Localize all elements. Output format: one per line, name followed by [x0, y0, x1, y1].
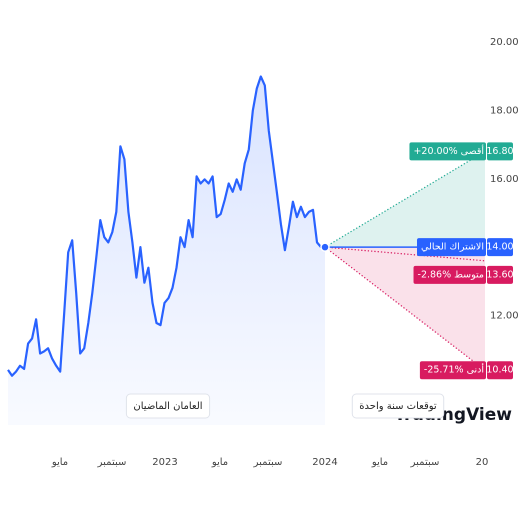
forecast-line	[324, 150, 486, 248]
forecast-badge	[409, 142, 486, 161]
value-badge	[487, 142, 513, 161]
value-label: 16.80	[486, 146, 513, 157]
section-label: العامان الماضيان	[133, 401, 202, 412]
forecast-label: -2.86% متوسط	[418, 269, 484, 280]
forecast-badge	[417, 238, 486, 257]
x-tick-label: سبتمبر	[253, 457, 283, 468]
x-tick-label: مايو	[371, 457, 388, 468]
section-badge	[125, 393, 211, 419]
value-label: 10.40	[486, 365, 513, 376]
x-tick-label: 2023	[152, 457, 177, 468]
forecast-line	[324, 246, 486, 371]
x-tick-label: مايو	[211, 457, 228, 468]
forecast-badge	[413, 265, 486, 284]
price-line	[7, 75, 325, 377]
section-label: توقعات سنة واحدة	[359, 401, 437, 412]
x-tick-label: مايو	[51, 457, 68, 468]
value-label: 14.00	[486, 242, 513, 253]
forecast-label: الاشتراك الحالي	[421, 242, 484, 253]
x-tick-label: 20	[476, 457, 489, 468]
value-badge	[487, 238, 513, 257]
section-badge	[351, 393, 445, 419]
value-badge	[487, 361, 513, 380]
y-tick-label: 18.00	[490, 105, 519, 116]
value-badge	[487, 265, 513, 284]
current-point	[320, 242, 330, 252]
value-label: 13.60	[486, 269, 513, 280]
forecast-line	[324, 246, 486, 262]
x-tick-label: 2024	[312, 457, 337, 468]
forecast-label: -25.71% أدنى	[424, 363, 484, 376]
y-tick-label: 12.00	[490, 311, 519, 322]
x-tick-label: سبتمبر	[410, 457, 440, 468]
x-tick-label: سبتمبر	[97, 457, 127, 468]
y-tick-label: 20.00	[490, 37, 519, 48]
forecast-badge	[419, 361, 486, 380]
y-tick-label: 16.00	[490, 174, 519, 185]
forecast-label: +20.00% أقصى	[413, 144, 484, 157]
